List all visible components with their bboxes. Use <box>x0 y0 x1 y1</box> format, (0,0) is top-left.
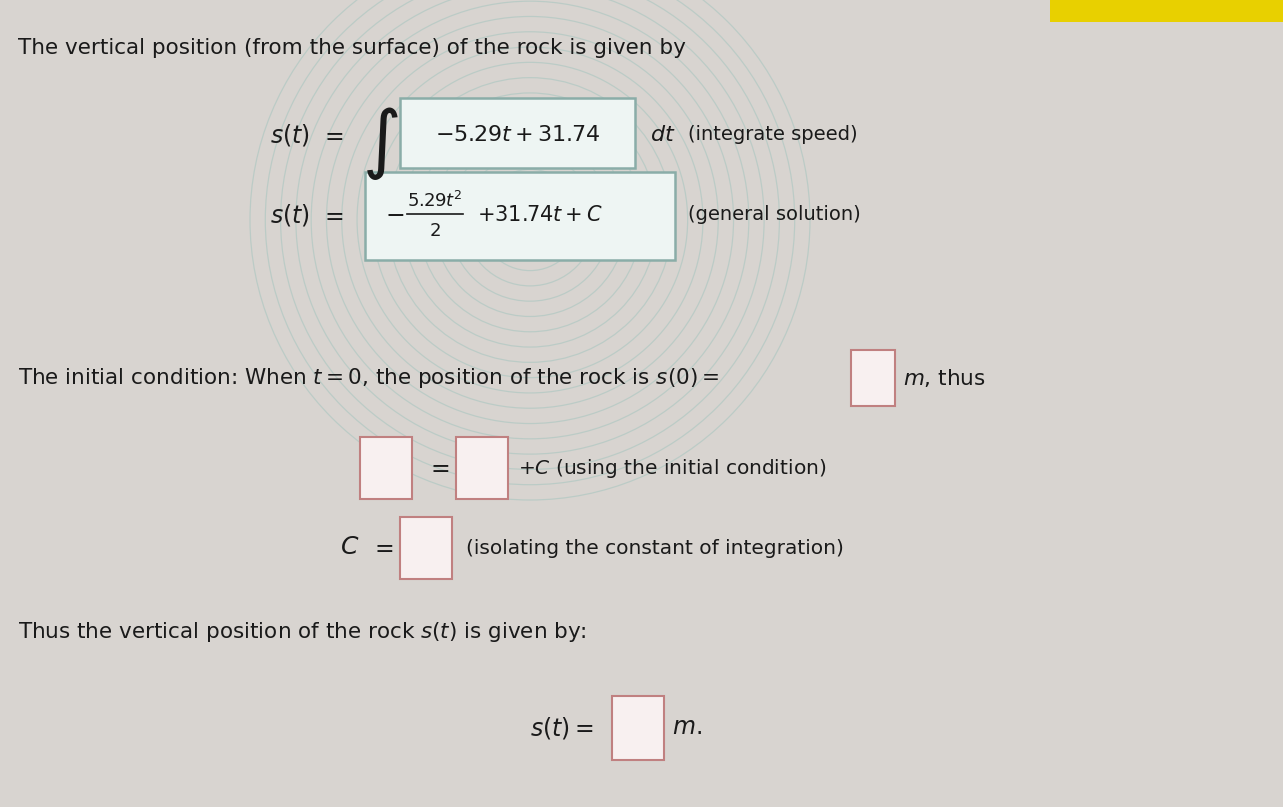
Text: $5.29t^2$: $5.29t^2$ <box>407 191 463 211</box>
Text: The vertical position (from the surface) of the rock is given by: The vertical position (from the surface)… <box>18 38 686 58</box>
Text: $s(t)$: $s(t)$ <box>271 122 310 148</box>
Text: $=$: $=$ <box>319 203 344 227</box>
Text: (general solution): (general solution) <box>688 206 861 224</box>
Bar <box>400 98 635 168</box>
Text: $+C$ (using the initial condition): $+C$ (using the initial condition) <box>518 457 826 479</box>
Text: $\int$: $\int$ <box>362 104 398 182</box>
Bar <box>851 350 896 406</box>
Text: (integrate speed): (integrate speed) <box>688 126 857 144</box>
Text: (isolating the constant of integration): (isolating the constant of integration) <box>466 538 844 558</box>
Bar <box>364 172 675 260</box>
Text: $=$: $=$ <box>319 123 344 147</box>
Text: $+ 31.74t + C$: $+ 31.74t + C$ <box>477 205 603 225</box>
Text: $=$: $=$ <box>370 537 394 559</box>
Text: $m.$: $m.$ <box>672 717 702 739</box>
Text: $dt$: $dt$ <box>650 124 676 146</box>
Text: $m$, thus: $m$, thus <box>903 367 985 389</box>
Text: $C$: $C$ <box>340 537 359 559</box>
Text: The initial condition: When $t = 0$, the position of the rock is $s(0) =$: The initial condition: When $t = 0$, the… <box>18 366 720 390</box>
Text: $-$: $-$ <box>385 203 404 227</box>
Text: $s(t) =$: $s(t) =$ <box>530 715 594 741</box>
Bar <box>400 517 452 579</box>
Bar <box>1049 0 1283 22</box>
Text: $=$: $=$ <box>426 457 450 479</box>
Bar <box>455 437 508 499</box>
Bar <box>612 696 665 760</box>
Text: $2$: $2$ <box>429 222 441 240</box>
Text: $-5.29t + 31.74$: $-5.29t + 31.74$ <box>435 124 600 146</box>
Text: $s(t)$: $s(t)$ <box>271 202 310 228</box>
Text: Thus the vertical position of the rock $s(t)$ is given by:: Thus the vertical position of the rock $… <box>18 620 586 644</box>
Bar <box>361 437 412 499</box>
